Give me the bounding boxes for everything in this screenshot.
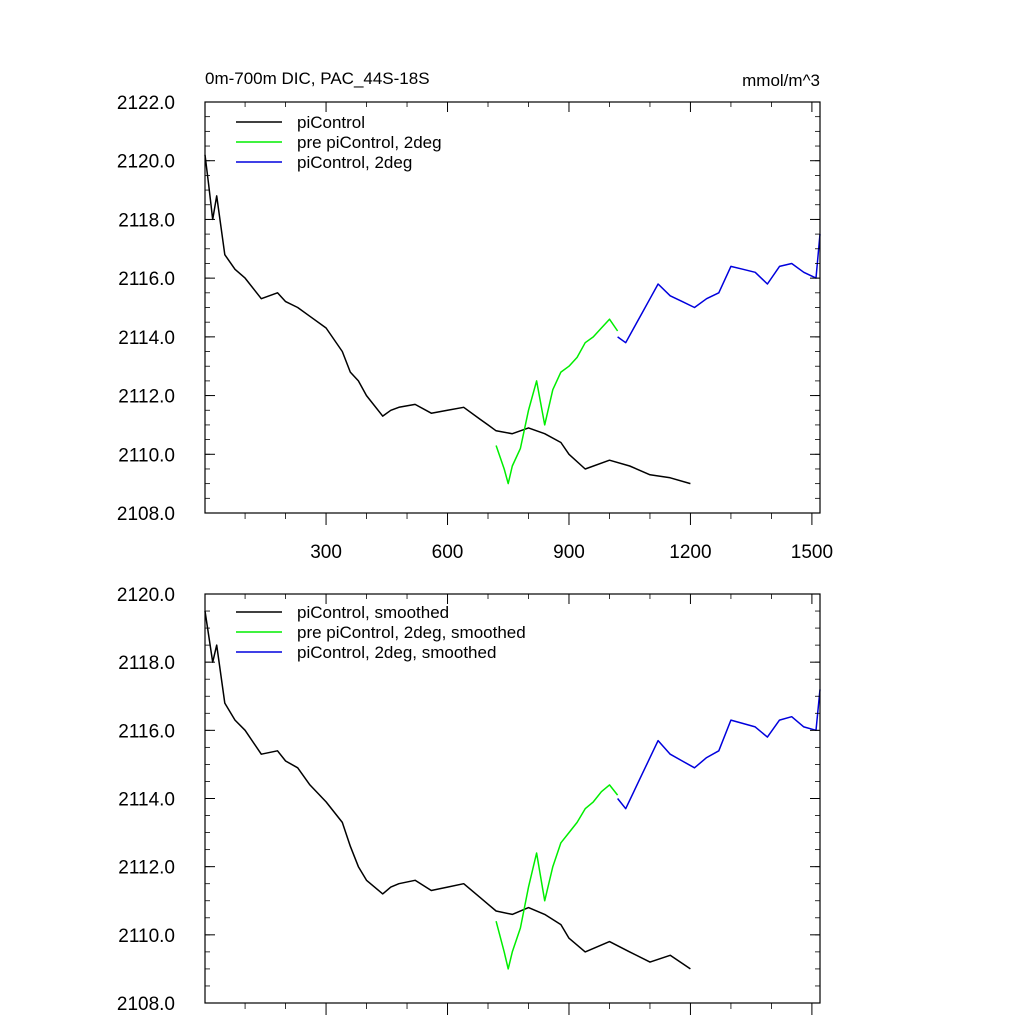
legend-label-1: pre piControl, 2deg	[297, 133, 442, 152]
x-tick-label: 600	[432, 542, 464, 563]
legend-label-2: piControl, 2deg, smoothed	[297, 643, 496, 662]
y-tick-label: 2110.0	[118, 445, 175, 466]
series-line-top-1	[495, 318, 619, 485]
y-tick-label: 2108.0	[117, 504, 175, 525]
legend-label-0: piControl	[297, 113, 365, 132]
series-line-bottom-0	[204, 610, 691, 970]
series-line-top-2	[617, 234, 821, 344]
y-tick-label: 2116.0	[118, 721, 175, 742]
y-tick-label: 2112.0	[118, 858, 175, 879]
chart-title: 0m-700m DIC, PAC_44S-18S	[205, 69, 430, 88]
y-tick-label: 2118.0	[118, 653, 175, 674]
y-tick-label: 2120.0	[117, 152, 175, 173]
y-tick-label: 2112.0	[118, 387, 175, 408]
top-plot-series	[204, 154, 821, 485]
y-tick-label: 2120.0	[117, 585, 175, 606]
x-tick-label: 1500	[791, 542, 833, 563]
series-line-top-0	[204, 154, 691, 485]
units-label: mmol/m^3	[742, 71, 820, 90]
y-tick-label: 2118.0	[118, 210, 175, 231]
x-tick-label: 900	[553, 542, 585, 563]
legend-label-2: piControl, 2deg	[297, 153, 412, 172]
series-line-bottom-2	[617, 689, 821, 810]
legend-label-1: pre piControl, 2deg, smoothed	[297, 623, 526, 642]
bottom-plot-series	[204, 610, 821, 970]
y-tick-label: 2110.0	[118, 926, 175, 947]
legend-label-0: piControl, smoothed	[297, 603, 449, 622]
y-tick-label: 2122.0	[117, 93, 175, 114]
y-tick-label: 2114.0	[118, 790, 175, 811]
series-line-bottom-1	[495, 784, 619, 970]
bottom-axes-ticks: 2108.0 2110.0 2112.0 2114.0 2116.0 2118.0 2120…	[117, 585, 820, 1015]
x-tick-label: 1200	[669, 542, 711, 563]
y-tick-label: 2116.0	[118, 269, 175, 290]
y-tick-label: 2114.0	[118, 328, 175, 349]
top-axes-ticks: 2108.0 2110.0 2112.0 2114.0 2116.0 2118.0 2120…	[117, 93, 833, 563]
y-tick-label: 2108.0	[117, 994, 175, 1015]
x-tick-label: 300	[310, 542, 342, 563]
